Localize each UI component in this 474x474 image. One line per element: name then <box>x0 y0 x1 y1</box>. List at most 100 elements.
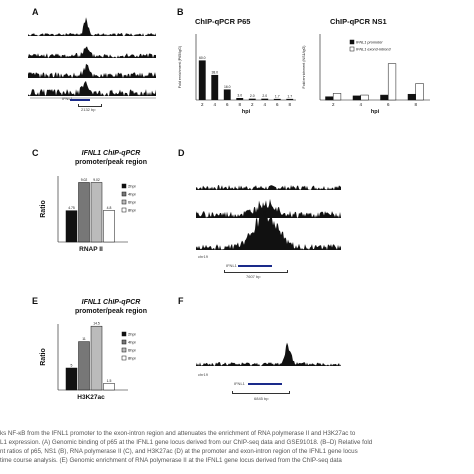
axis-label-x: hpi <box>371 109 380 115</box>
panel-c-letter: C <box>32 148 39 158</box>
panel-d-gene-model <box>238 265 272 267</box>
panel-a-gene-label: IFNL1 <box>62 96 73 101</box>
panel-e-chart: 5 11 14.5 1.5 2hpi 4hpi 6hpi 8hpi Ratio H3K27ac <box>40 322 136 401</box>
bar <box>352 95 361 101</box>
legend-label: 4hpi <box>128 192 136 197</box>
panel-f-letter: F <box>178 296 184 306</box>
legend-label: 2hpi <box>128 184 136 189</box>
axis-label-x: hpi <box>242 109 251 115</box>
legend-swatch <box>349 46 355 52</box>
bar <box>261 98 269 100</box>
data-label: 1.7 <box>275 94 280 98</box>
legend-swatch <box>121 331 127 337</box>
legend-label: 4hpi <box>128 340 136 345</box>
bar <box>78 182 90 243</box>
tick-label: 8 <box>414 102 417 107</box>
panel-f-tracks <box>196 342 341 366</box>
legend-label: 6hpi <box>128 200 136 205</box>
panel-c-chart: 4.75 9.02 9.02 4.8 2hpi 4hpi 6hpi 8hpi Ratio RNAP… <box>40 176 136 253</box>
bar <box>103 383 115 391</box>
caption-line-4: time course analysis. (E) Genomic enrich… <box>0 457 342 464</box>
panel-e-letter: E <box>32 296 39 306</box>
data-label: 4.8 <box>107 206 112 210</box>
panel-a-gene-model <box>70 99 90 101</box>
bar <box>223 89 231 100</box>
data-label: 3.0 <box>237 94 242 98</box>
signal-track <box>28 63 156 78</box>
caption-line-2: L1 expression. (A) Genomic binding of p6… <box>0 439 373 446</box>
panel-b-right-chart: 2 4 6 8 IFNL1 promoter IFNL1 exon3-intron3 Fol… <box>302 34 430 115</box>
data-label: 1.7 <box>287 94 292 98</box>
panel-d-scale-bar <box>224 270 288 273</box>
legend-swatch <box>121 183 127 189</box>
tick-label: 8 <box>288 102 291 107</box>
data-label: 14.5 <box>93 322 100 326</box>
panel-b-right-title: ChIP-qPCR NS1 <box>330 17 387 26</box>
panel-d-signal-tracks <box>196 185 341 250</box>
tick-label: 2 <box>332 102 335 107</box>
bar <box>407 93 416 101</box>
panel-b-letter: B <box>177 7 184 17</box>
panel-f-gene-label: IFNL1 <box>234 381 245 386</box>
axis-label-x: H3K27ac <box>77 394 105 401</box>
panel-d-scale-label: 7607 bp <box>246 274 261 279</box>
bar <box>78 341 90 391</box>
bar <box>273 98 281 100</box>
panel-c-title-line2: promoter/peak region <box>75 159 147 166</box>
data-label: 2.0 <box>250 94 255 98</box>
signal-track <box>196 210 341 250</box>
legend-label: IFNL1 exon3-intron3 <box>356 48 392 52</box>
signal-track <box>196 185 341 190</box>
data-label: 4.75 <box>68 206 75 210</box>
signal-track <box>28 17 156 36</box>
bar <box>380 94 389 101</box>
legend-swatch <box>121 207 127 213</box>
bar <box>211 74 219 100</box>
bar <box>248 98 256 100</box>
panel-d-tracks <box>196 185 341 250</box>
panel-f-scale-bar <box>232 391 290 394</box>
panel-a-letter: A <box>32 7 39 17</box>
legend-swatch <box>349 39 355 45</box>
axis-label-y: Fold enrichment (NS1/IgG) <box>302 46 306 89</box>
panel-f-chrom-label: chr19 <box>198 372 209 377</box>
legend-swatch <box>121 355 127 361</box>
panel-e-title-line2: promoter/peak region <box>75 308 147 315</box>
signal-track <box>28 46 156 58</box>
data-label: 60.0 <box>199 56 206 60</box>
bar <box>415 83 424 101</box>
tick-label: 4 <box>359 102 362 107</box>
bar <box>103 210 115 243</box>
bar <box>65 367 78 391</box>
bar <box>236 98 244 100</box>
panel-a-scale-label: 2132 bp <box>81 107 96 112</box>
bar <box>286 98 294 100</box>
panel-c-title-line1: IFNL1 ChIP-qPCR <box>81 150 141 157</box>
tick-label: 2 <box>201 102 204 107</box>
legend-label: IFNL1 promoter <box>356 41 383 45</box>
panel-b-left-chart: 60.0 2 38.0 4 16.0 6 3.0 8 2.0 2 2.0 4 1.7 6 1.7 8 Fold … <box>178 34 296 115</box>
tick-label: 8 <box>238 102 241 107</box>
tick-label: 2 <box>251 102 254 107</box>
legend-swatch <box>121 199 127 205</box>
panel-d-letter: D <box>178 148 185 158</box>
data-label: 1.5 <box>107 379 112 383</box>
data-label: 2.0 <box>262 94 267 98</box>
panel-a-tracks <box>28 17 156 99</box>
bar <box>387 63 397 101</box>
data-label: 11 <box>82 337 86 341</box>
signal-track <box>196 198 341 218</box>
caption-line-3: nt ratios of p65, NS1 (B), RNA polymeras… <box>0 448 358 455</box>
axis-label-y: Ratio <box>40 348 47 366</box>
bar <box>332 93 342 101</box>
legend-swatch <box>121 191 127 197</box>
legend-label: 2hpi <box>128 332 136 337</box>
axis-label-x: RNAP II <box>79 246 103 253</box>
legend-label: 6hpi <box>128 348 136 353</box>
bar <box>360 94 369 101</box>
legend-swatch <box>121 347 127 353</box>
bar <box>90 182 103 243</box>
legend-label: 8hpi <box>128 356 136 361</box>
axis-label-y: Ratio <box>40 200 47 218</box>
panel-d-gene-label: IFNL1 <box>226 263 237 268</box>
